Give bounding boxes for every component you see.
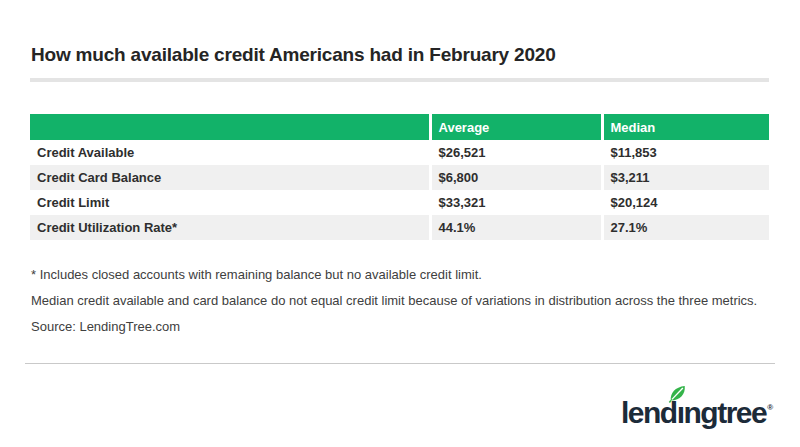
row-label: Credit Card Balance [30,165,430,190]
title-divider [30,78,769,82]
logo-text-part2: ngtree [684,396,767,429]
column-header-median: Median [602,114,769,140]
average-value: $33,321 [430,190,602,215]
source-attribution: Source: LendingTree.com [31,314,776,340]
median-value: 27.1% [602,215,769,240]
logo-wordmark: lendıngtree® [621,398,773,436]
column-header-metric [30,114,430,140]
row-label: Credit Utilization Rate* [30,215,430,240]
distribution-footnote: Median credit available and card balance… [31,288,776,314]
infographic-canvas: How much available credit Americans had … [0,0,800,447]
table-row: Credit Card Balance $6,800 $3,211 [30,165,769,190]
row-label: Credit Limit [30,190,430,215]
average-value: $6,800 [430,165,602,190]
median-value: $11,853 [602,140,769,165]
registered-trademark: ® [767,403,773,412]
credit-metrics-table: Average Median Credit Available $26,521 … [30,114,769,240]
table-row: Credit Utilization Rate* 44.1% 27.1% [30,215,769,240]
logo-dotless-i: ı [677,396,684,429]
footnotes: * Includes closed accounts with remainin… [31,262,776,340]
column-header-average: Average [430,114,602,140]
asterisk-footnote: * Includes closed accounts with remainin… [31,262,776,288]
row-label: Credit Available [30,140,430,165]
median-value: $20,124 [602,190,769,215]
table-row: Credit Limit $33,321 $20,124 [30,190,769,215]
average-value: 44.1% [430,215,602,240]
page-title: How much available credit Americans had … [31,44,771,66]
lendingtree-logo: lendıngtree® [621,384,791,434]
median-value: $3,211 [602,165,769,190]
logo-text-part1: lend [621,396,677,429]
table-row: Credit Available $26,521 $11,853 [30,140,769,165]
table-header-row: Average Median [30,114,769,140]
footer-divider [25,363,775,364]
average-value: $26,521 [430,140,602,165]
